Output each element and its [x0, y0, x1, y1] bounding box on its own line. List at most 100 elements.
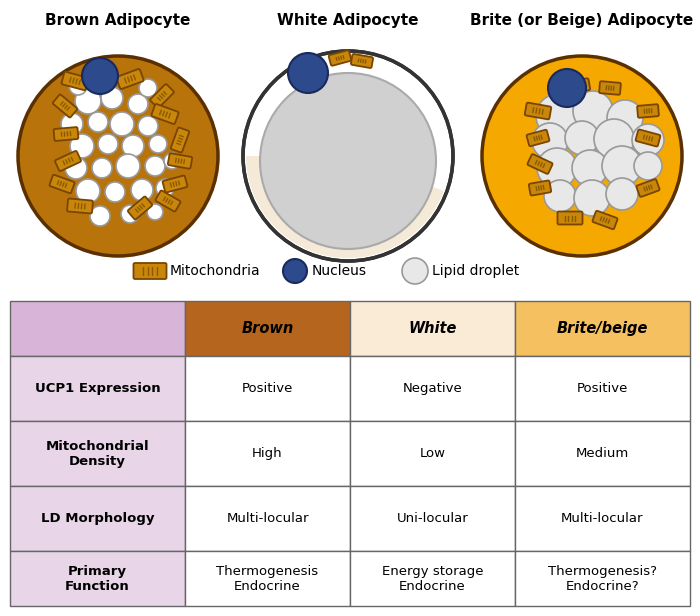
Bar	[10, 301, 185, 356]
Text: LD Morphology: LD Morphology	[41, 512, 154, 525]
FancyBboxPatch shape	[351, 54, 373, 68]
Bar	[515, 486, 690, 551]
Circle shape	[632, 124, 664, 156]
FancyBboxPatch shape	[67, 198, 93, 214]
Bar	[350, 356, 515, 421]
FancyBboxPatch shape	[636, 129, 660, 147]
Bar	[515, 301, 690, 356]
Bar	[185, 356, 350, 421]
FancyBboxPatch shape	[636, 179, 659, 197]
Circle shape	[131, 179, 153, 201]
Circle shape	[110, 112, 134, 136]
Circle shape	[164, 153, 180, 169]
FancyBboxPatch shape	[525, 103, 551, 120]
Bar	[10, 551, 185, 606]
Text: Nucleus: Nucleus	[312, 264, 367, 278]
FancyBboxPatch shape	[116, 69, 144, 89]
Circle shape	[90, 206, 110, 226]
Text: Mitochondrial
Density: Mitochondrial Density	[46, 439, 149, 468]
Circle shape	[565, 121, 599, 155]
Bar	[350, 486, 515, 551]
Circle shape	[88, 112, 108, 132]
FancyBboxPatch shape	[557, 211, 582, 224]
Text: Brown: Brown	[241, 321, 293, 336]
Circle shape	[121, 205, 139, 223]
Circle shape	[572, 150, 608, 186]
Text: High: High	[252, 447, 283, 460]
FancyBboxPatch shape	[528, 180, 551, 195]
Bar	[185, 301, 350, 356]
FancyBboxPatch shape	[162, 176, 188, 192]
FancyBboxPatch shape	[54, 127, 78, 141]
Circle shape	[122, 135, 144, 157]
FancyBboxPatch shape	[599, 81, 621, 95]
Bar	[350, 301, 515, 356]
Circle shape	[18, 56, 218, 256]
Wedge shape	[246, 156, 444, 258]
Text: Positive: Positive	[241, 382, 293, 395]
Circle shape	[548, 69, 586, 107]
Bar	[350, 421, 515, 486]
FancyBboxPatch shape	[637, 104, 659, 118]
Text: UCP1 Expression: UCP1 Expression	[35, 382, 160, 395]
Text: Multi-locular: Multi-locular	[226, 512, 309, 525]
Text: Brite (or Beige) Adipocyte: Brite (or Beige) Adipocyte	[470, 13, 694, 28]
FancyBboxPatch shape	[171, 128, 189, 153]
Text: Multi-locular: Multi-locular	[561, 512, 644, 525]
Circle shape	[574, 180, 610, 216]
Circle shape	[105, 182, 125, 202]
Text: White Adipocyte: White Adipocyte	[277, 13, 419, 28]
FancyBboxPatch shape	[62, 72, 88, 90]
Bar	[515, 356, 690, 421]
Circle shape	[536, 94, 580, 138]
Circle shape	[260, 73, 436, 249]
Text: Negative: Negative	[402, 382, 463, 395]
Circle shape	[82, 58, 118, 94]
Text: Low: Low	[419, 447, 445, 460]
Text: Positive: Positive	[577, 382, 628, 395]
Circle shape	[606, 178, 638, 210]
Circle shape	[116, 154, 140, 178]
Circle shape	[288, 53, 328, 93]
Circle shape	[156, 179, 174, 197]
Circle shape	[147, 204, 163, 220]
Circle shape	[70, 134, 94, 158]
Circle shape	[594, 119, 634, 159]
FancyBboxPatch shape	[329, 51, 351, 66]
Text: Primary
Function: Primary Function	[65, 564, 130, 593]
Circle shape	[243, 51, 453, 261]
Text: Brown Adipocyte: Brown Adipocyte	[46, 13, 190, 28]
Circle shape	[128, 94, 148, 114]
Circle shape	[482, 56, 682, 256]
FancyBboxPatch shape	[50, 175, 74, 193]
FancyBboxPatch shape	[55, 151, 81, 171]
Bar	[350, 551, 515, 606]
Text: White: White	[408, 321, 456, 336]
FancyBboxPatch shape	[526, 130, 550, 146]
Bar	[515, 421, 690, 486]
Circle shape	[573, 91, 613, 131]
Text: Uni-locular: Uni-locular	[397, 512, 468, 525]
Bar	[10, 421, 185, 486]
Bar	[185, 551, 350, 606]
Text: Thermogenesis
Endocrine: Thermogenesis Endocrine	[216, 564, 318, 593]
Circle shape	[283, 259, 307, 283]
Circle shape	[149, 135, 167, 153]
FancyBboxPatch shape	[128, 197, 152, 219]
FancyBboxPatch shape	[151, 104, 178, 124]
Circle shape	[101, 87, 123, 109]
FancyBboxPatch shape	[53, 94, 77, 118]
Bar	[185, 421, 350, 486]
Circle shape	[61, 113, 83, 135]
Circle shape	[544, 180, 576, 212]
Circle shape	[65, 157, 87, 179]
FancyBboxPatch shape	[168, 153, 192, 169]
Circle shape	[138, 116, 158, 136]
Bar	[185, 486, 350, 551]
FancyBboxPatch shape	[150, 84, 174, 108]
FancyBboxPatch shape	[155, 190, 181, 211]
Text: Mitochondria: Mitochondria	[170, 264, 260, 278]
Text: Lipid droplet: Lipid droplet	[432, 264, 519, 278]
FancyBboxPatch shape	[566, 78, 590, 94]
Circle shape	[92, 158, 112, 178]
